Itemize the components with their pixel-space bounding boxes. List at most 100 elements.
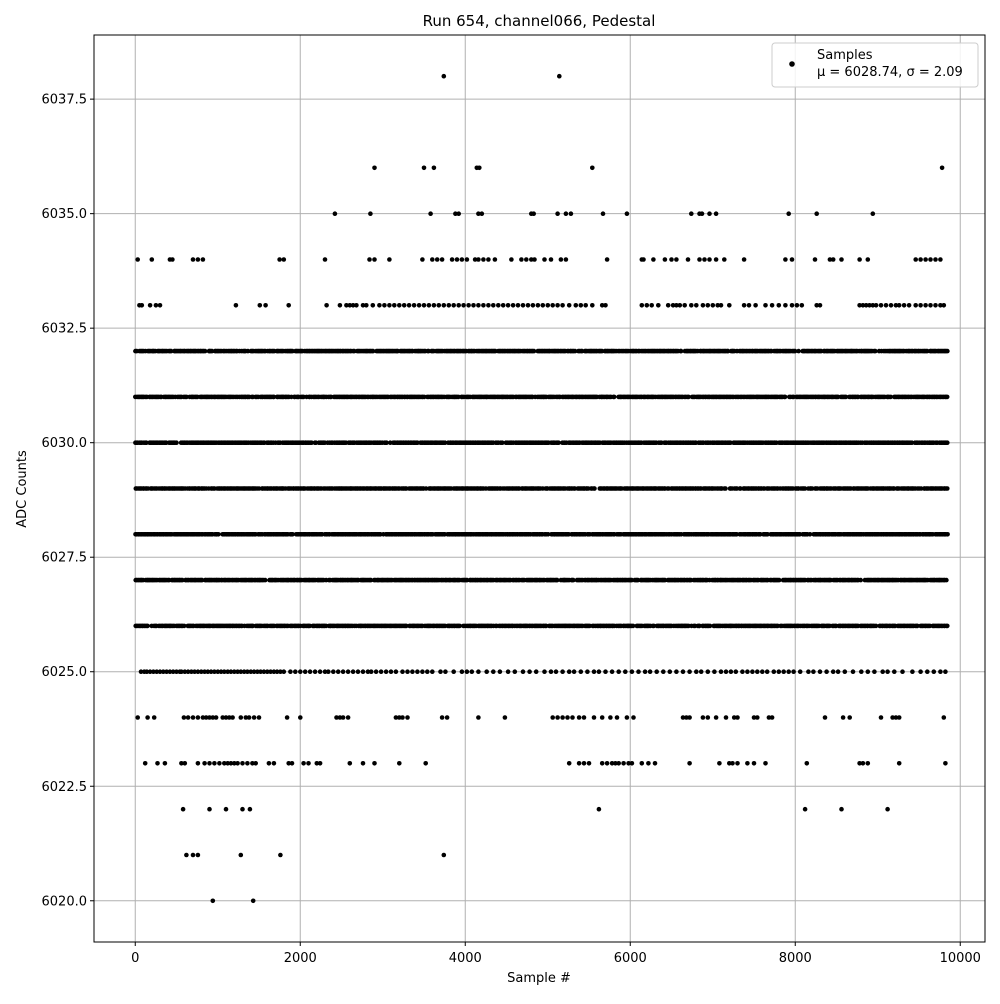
data-point bbox=[811, 669, 816, 674]
data-point bbox=[604, 257, 610, 262]
data-point bbox=[476, 257, 481, 262]
data-point bbox=[400, 669, 405, 674]
data-point bbox=[649, 303, 654, 308]
data-point bbox=[880, 669, 885, 674]
data-point bbox=[324, 303, 329, 308]
data-point bbox=[476, 669, 481, 674]
x-tick-label: 4000 bbox=[449, 951, 482, 966]
data-point bbox=[195, 761, 201, 766]
data-point bbox=[335, 669, 341, 674]
data-point bbox=[723, 669, 729, 674]
data-point bbox=[400, 715, 405, 720]
data-point bbox=[573, 303, 579, 308]
data-point bbox=[157, 303, 163, 308]
data-point bbox=[718, 303, 724, 308]
data-point bbox=[674, 257, 679, 262]
data-point bbox=[806, 669, 811, 674]
data-point bbox=[444, 715, 450, 720]
data-point bbox=[464, 257, 470, 262]
data-point bbox=[791, 669, 796, 674]
data-point bbox=[388, 669, 394, 674]
data-point bbox=[586, 761, 592, 766]
data-point bbox=[624, 715, 630, 720]
data-point bbox=[698, 669, 704, 674]
data-point bbox=[901, 303, 907, 308]
data-point bbox=[548, 669, 554, 674]
data-point bbox=[147, 303, 153, 308]
data-point bbox=[592, 486, 597, 491]
data-point bbox=[723, 486, 728, 491]
data-point bbox=[807, 532, 813, 537]
data-point bbox=[925, 669, 930, 674]
data-point bbox=[712, 669, 717, 674]
data-point bbox=[235, 761, 240, 766]
data-point bbox=[629, 761, 635, 766]
data-point bbox=[689, 211, 694, 216]
data-point bbox=[301, 761, 306, 766]
data-point bbox=[298, 715, 303, 720]
data-point bbox=[931, 669, 937, 674]
data-point bbox=[892, 669, 897, 674]
data-point bbox=[661, 669, 666, 674]
y-tick-label: 6020.0 bbox=[42, 894, 88, 909]
data-point bbox=[377, 303, 382, 308]
data-point bbox=[804, 761, 810, 766]
data-point bbox=[441, 73, 447, 79]
data-point bbox=[230, 715, 235, 720]
data-point bbox=[713, 715, 719, 720]
data-point bbox=[738, 486, 743, 491]
data-point bbox=[223, 806, 229, 812]
data-point bbox=[885, 806, 890, 812]
data-point bbox=[457, 623, 463, 629]
data-point bbox=[566, 761, 572, 766]
data-point bbox=[817, 303, 823, 308]
data-point bbox=[542, 669, 547, 674]
data-point bbox=[545, 532, 551, 537]
x-tick-label: 6000 bbox=[614, 951, 647, 966]
data-point bbox=[630, 623, 636, 629]
data-point bbox=[443, 669, 448, 674]
data-point bbox=[581, 715, 587, 720]
data-point bbox=[360, 761, 366, 766]
data-point bbox=[262, 577, 268, 583]
data-point bbox=[566, 669, 572, 674]
data-point bbox=[135, 715, 140, 720]
data-point bbox=[872, 669, 877, 674]
data-point bbox=[181, 623, 187, 629]
data-point bbox=[812, 257, 818, 262]
legend-marker bbox=[789, 61, 795, 67]
data-point bbox=[519, 257, 524, 262]
data-point bbox=[824, 669, 829, 674]
data-point bbox=[776, 669, 782, 674]
data-point bbox=[609, 669, 615, 674]
data-point bbox=[694, 303, 699, 308]
data-point bbox=[571, 669, 577, 674]
data-point bbox=[858, 577, 863, 583]
data-point bbox=[360, 669, 366, 674]
data-point bbox=[699, 211, 705, 216]
y-tick-label: 6027.5 bbox=[42, 551, 88, 566]
data-point bbox=[245, 761, 250, 766]
data-point bbox=[307, 669, 313, 674]
data-point bbox=[865, 761, 871, 766]
data-point bbox=[491, 669, 496, 674]
data-point bbox=[337, 303, 343, 308]
data-point bbox=[865, 669, 871, 674]
data-point bbox=[603, 669, 608, 674]
data-point bbox=[755, 669, 760, 674]
data-point bbox=[590, 165, 595, 171]
data-point bbox=[383, 669, 389, 674]
data-point bbox=[281, 257, 287, 262]
data-point bbox=[639, 303, 645, 308]
data-point bbox=[918, 257, 923, 262]
data-point bbox=[451, 669, 457, 674]
data-point bbox=[642, 669, 648, 674]
data-point bbox=[697, 257, 702, 262]
data-point bbox=[251, 715, 257, 720]
data-point bbox=[438, 669, 443, 674]
data-point bbox=[941, 715, 947, 720]
data-point bbox=[667, 669, 673, 674]
data-point bbox=[563, 257, 569, 262]
data-point bbox=[345, 669, 351, 674]
data-point bbox=[510, 303, 516, 308]
